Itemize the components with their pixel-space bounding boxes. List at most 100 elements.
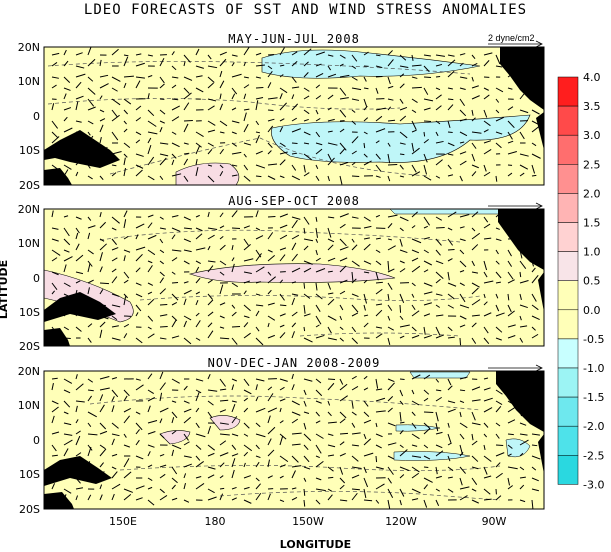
wind-vector — [207, 374, 211, 380]
wind-vector — [435, 175, 441, 179]
wind-vector — [435, 431, 443, 435]
wind-vector — [87, 106, 96, 111]
wind-vector — [267, 150, 272, 155]
wind-vector — [495, 142, 502, 149]
wind-vector — [507, 106, 514, 111]
wind-vector — [207, 260, 216, 263]
wind-vector — [111, 389, 119, 398]
wind-vector — [483, 280, 494, 284]
wind-vector — [243, 422, 250, 429]
wind-vector — [423, 422, 431, 429]
wind-vector — [303, 326, 306, 332]
wind-vector — [327, 175, 330, 182]
wind-vector — [495, 98, 500, 103]
wind-vector — [519, 378, 526, 388]
wind-vector — [243, 475, 251, 479]
wind-vector — [363, 117, 369, 122]
wind-vector — [483, 455, 492, 462]
wind-vector — [207, 175, 215, 183]
wind-vector — [51, 148, 54, 155]
lat-tick-20s: 20S — [19, 179, 40, 192]
wind-vector — [375, 237, 381, 240]
wind-vector — [339, 452, 346, 457]
wind-vector — [147, 373, 153, 380]
wind-vector — [219, 326, 225, 329]
wind-vector — [207, 65, 218, 69]
wind-vector — [75, 95, 84, 100]
wind-vector — [123, 333, 128, 339]
wind-vector — [507, 304, 512, 313]
wind-vector — [135, 439, 140, 446]
wind-vector — [279, 213, 288, 218]
wind-vector — [519, 337, 524, 343]
wind-vector — [99, 404, 105, 413]
wind-vector — [267, 175, 276, 180]
wind-vector — [195, 65, 204, 69]
wind-vector — [255, 97, 264, 100]
wind-vector — [123, 56, 129, 67]
wind-vector — [135, 378, 141, 381]
wind-vector — [483, 216, 489, 223]
wind-vector — [99, 74, 109, 78]
wind-vector — [135, 164, 144, 169]
wind-vector — [531, 444, 538, 447]
wind-vector — [87, 58, 96, 67]
wind-vector — [135, 267, 141, 273]
wind-vector — [471, 95, 480, 100]
wind-vector — [519, 411, 523, 417]
wind-vector — [99, 252, 103, 262]
wind-vector — [375, 115, 383, 122]
wind-vector — [75, 216, 82, 220]
wind-vector — [219, 487, 225, 490]
wind-vector — [255, 134, 260, 144]
wind-vector — [327, 444, 336, 448]
wind-vector — [519, 466, 525, 471]
wind-vector — [123, 167, 126, 177]
wind-vector — [111, 471, 118, 479]
wind-vector — [387, 378, 395, 383]
wind-vector — [183, 400, 190, 404]
wind-vector — [303, 389, 307, 396]
wind-vector — [183, 142, 189, 145]
wind-vector — [447, 476, 453, 479]
wind-vector — [363, 271, 370, 274]
wind-vector — [531, 164, 536, 174]
wind-vector — [207, 129, 216, 133]
wind-vector — [183, 102, 190, 111]
wind-vector — [423, 225, 428, 229]
wind-vector — [183, 175, 189, 182]
wind-vector — [51, 337, 57, 341]
wind-vector — [471, 455, 479, 462]
wind-vector — [171, 234, 176, 240]
wind-vector — [387, 304, 393, 311]
wind-vector — [327, 292, 334, 295]
wind-vector — [87, 98, 95, 107]
wind-vector — [351, 76, 358, 81]
wind-vector — [75, 131, 84, 136]
wind-vector — [291, 219, 298, 229]
wind-vector — [243, 108, 250, 111]
wind-vector — [351, 455, 359, 462]
wind-vector — [339, 147, 346, 155]
wind-vector — [219, 440, 227, 446]
wind-vector — [351, 385, 359, 391]
wind-vector — [519, 93, 525, 100]
wind-vector — [111, 227, 117, 231]
wind-vector — [303, 499, 306, 507]
wind-vector — [231, 486, 237, 490]
wind-vector — [447, 164, 452, 170]
wind-vector — [183, 249, 192, 253]
wind-vector — [63, 326, 69, 331]
wind-vector — [435, 499, 440, 507]
wind-vector — [207, 322, 213, 328]
wind-vector — [351, 271, 354, 282]
wind-vector — [183, 455, 192, 458]
wind-vector — [459, 226, 465, 229]
contour-line — [99, 229, 461, 243]
wind-vector — [267, 386, 273, 391]
wind-vector — [339, 304, 344, 311]
wind-vector — [459, 53, 466, 56]
wind-vector — [243, 258, 254, 262]
wind-vector — [75, 142, 86, 146]
wind-vector — [75, 101, 79, 111]
